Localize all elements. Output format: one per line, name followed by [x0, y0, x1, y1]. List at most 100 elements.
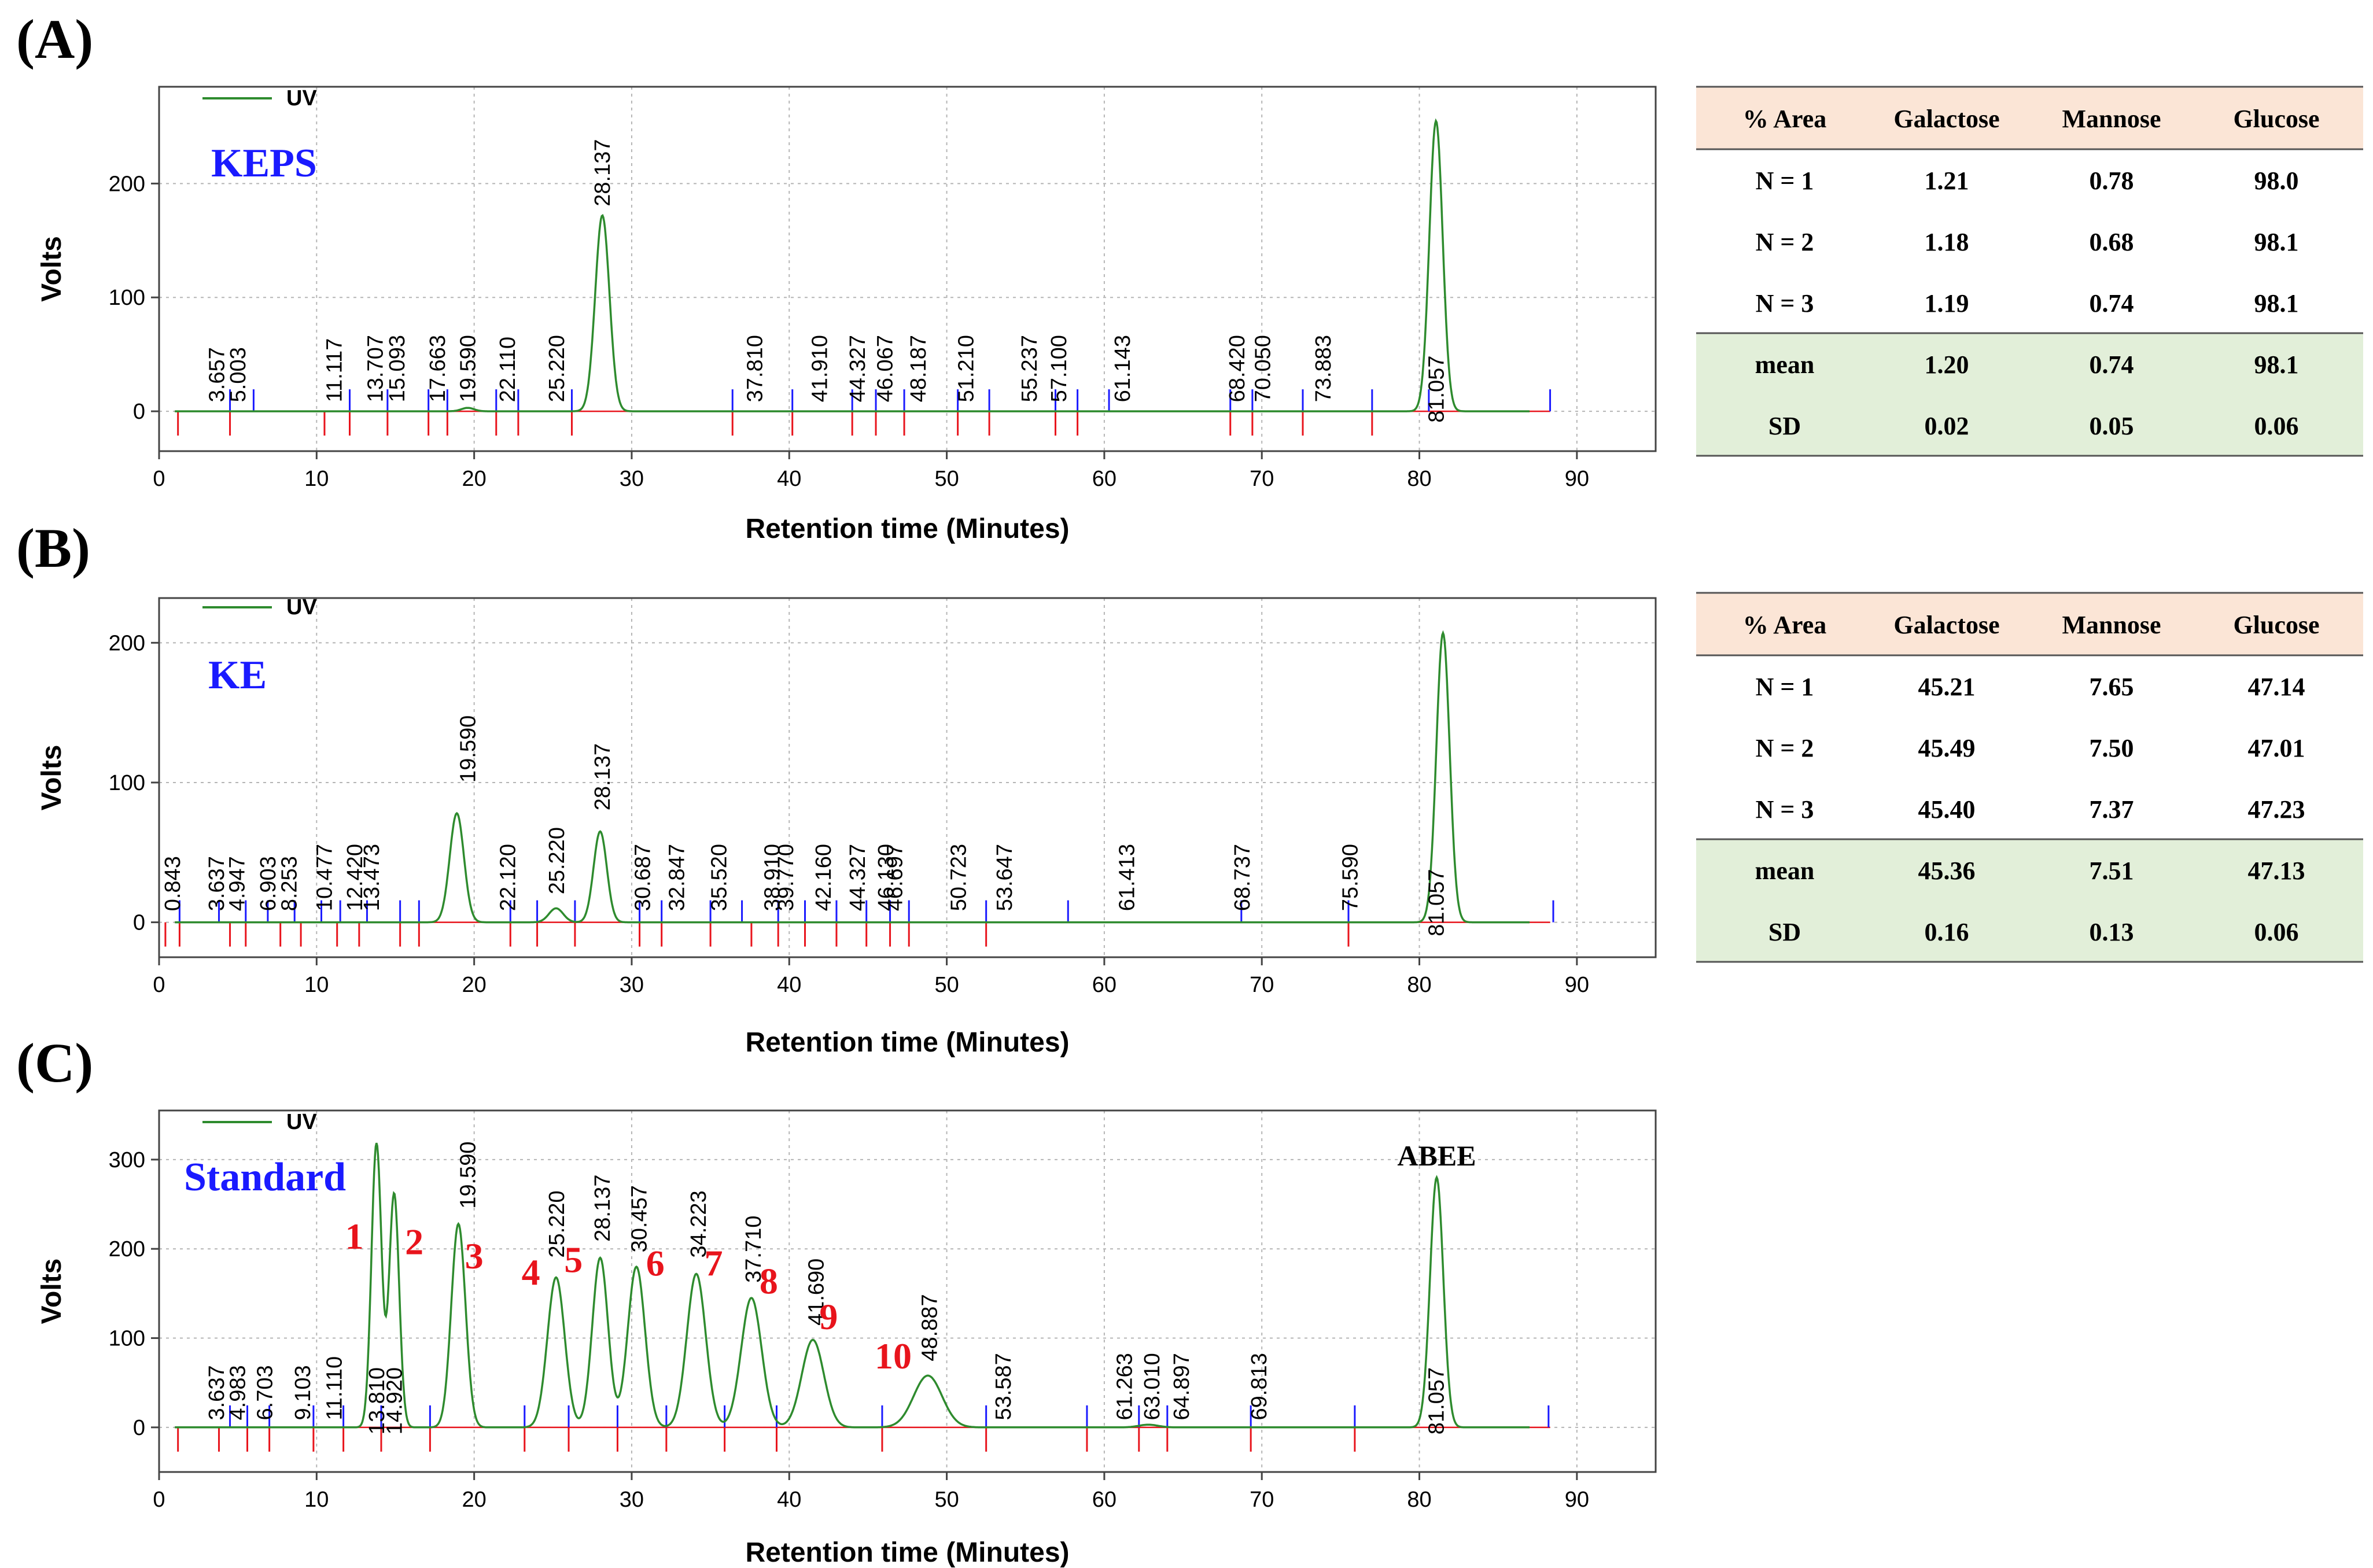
peak-label: 22.110 [496, 337, 520, 402]
table-cell: N = 3 [1756, 289, 1814, 318]
x-axis-title: Retention time (Minutes) [746, 514, 1070, 544]
peak-label: 61.263 [1112, 1353, 1137, 1420]
sample-label: KE [208, 653, 267, 698]
plot-frame [158, 1109, 1657, 1473]
sample-label: KEPS [211, 141, 317, 186]
peak-label: 44.327 [846, 844, 870, 911]
y-axis-title: Volts [36, 1259, 67, 1325]
x-tick-label: 50 [934, 467, 959, 491]
panel-label: (B) [16, 517, 90, 579]
table-cell: 0.68 [2090, 228, 2134, 256]
peak-label: 51.210 [955, 335, 979, 402]
table-cell: 45.21 [1918, 673, 1976, 701]
peak-label: 38.910 [761, 844, 785, 911]
peak-label: 44.327 [846, 335, 870, 402]
y-tick-label: 0 [133, 911, 145, 935]
peak-label: 75.590 [1338, 844, 1362, 911]
table-cell: 0.78 [2090, 167, 2134, 195]
table-stat-cell: mean [1755, 857, 1815, 885]
peak-label: 28.137 [591, 139, 615, 206]
table-cell: 45.40 [1918, 795, 1976, 824]
legend-label: UV [286, 86, 317, 110]
table-header-cell: % Area [1743, 611, 1827, 639]
plot-frame [158, 597, 1657, 958]
table-1: % Area Galactose Mannose Glucose N = 1 45.21 7… [1696, 592, 2363, 963]
x-axis-title: Retention time (Minutes) [746, 1537, 1070, 1568]
peak-label: 81.057 [1424, 1367, 1449, 1434]
peak-label: 30.457 [627, 1185, 651, 1252]
x-tick-label: 0 [153, 1488, 165, 1512]
x-tick-label: 60 [1092, 467, 1117, 491]
peak-label: 13.810 [365, 1367, 389, 1434]
table-stat-cell: 7.51 [2090, 857, 2134, 885]
peak-label: 81.057 [1424, 356, 1449, 423]
peak-label: 0.843 [161, 856, 185, 911]
peak-label: 30.687 [631, 844, 655, 911]
x-tick-label: 90 [1565, 1488, 1589, 1512]
table-cell: 0.74 [2090, 289, 2134, 318]
table-header-cell: Galactose [1893, 105, 1999, 133]
table-stat-cell: 1.20 [1925, 351, 1969, 379]
x-tick-label: 20 [462, 1488, 486, 1512]
peak-label: 25.220 [545, 335, 569, 402]
uv-trace [175, 118, 1530, 412]
legend-label: UV [286, 595, 317, 619]
table-stat-cell: 0.74 [2090, 351, 2134, 379]
y-axis-title: Volts [36, 745, 67, 811]
panel-label: (A) [16, 8, 93, 70]
table-header-cell: Glucose [2233, 611, 2319, 639]
peak-label: 3.637 [205, 856, 229, 911]
table-cell: 98.0 [2254, 167, 2299, 195]
peak-label: 48.187 [907, 335, 931, 402]
peak-label: 50.723 [946, 844, 971, 911]
y-tick-label: 300 [109, 1148, 145, 1172]
table-stat-cell: 0.05 [2090, 412, 2134, 440]
table-stat-cell: 0.06 [2254, 412, 2299, 440]
table-cell: 7.65 [2090, 673, 2134, 701]
table-0: % Area Galactose Mannose Glucose N = 1 1.21 0.… [1696, 86, 2363, 457]
table-cell: 1.18 [1925, 228, 1969, 256]
table-header-cell: Galactose [1893, 611, 1999, 639]
peak-label: 11.117 [323, 338, 347, 403]
peak-label: 22.120 [496, 844, 520, 911]
x-tick-label: 40 [777, 1488, 801, 1512]
table-stat-cell: 98.1 [2254, 351, 2299, 379]
table-stats-bg [1696, 333, 2363, 456]
peak-number: 10 [875, 1335, 912, 1377]
peak-label: 35.520 [707, 844, 731, 911]
table-stat-cell: 0.16 [1925, 918, 1969, 946]
peak-number: 4 [522, 1252, 540, 1293]
peak-label: 68.737 [1230, 844, 1255, 911]
x-tick-label: 60 [1092, 1488, 1117, 1512]
table-cell: N = 1 [1756, 167, 1814, 195]
table-cell: 47.14 [2248, 673, 2305, 701]
table-stat-cell: 0.02 [1925, 412, 1969, 440]
x-tick-label: 40 [777, 973, 801, 997]
y-tick-label: 200 [109, 172, 145, 196]
plot-frame [158, 86, 1657, 452]
peak-label: 3.657 [205, 347, 230, 402]
uv-trace [175, 1142, 1530, 1429]
peak-label: 63.010 [1140, 1353, 1165, 1420]
peak-label: 6.703 [253, 1365, 278, 1420]
table-cell: 1.19 [1925, 289, 1969, 318]
peak-label: 46.130 [874, 844, 898, 911]
peak-label: 61.413 [1115, 844, 1139, 911]
peak-label: 41.910 [808, 335, 832, 402]
table-stat-cell: 47.13 [2248, 857, 2305, 885]
peak-label: 3.637 [205, 1365, 229, 1420]
x-tick-label: 90 [1565, 973, 1589, 997]
table-header-cell: Glucose [2233, 105, 2319, 133]
x-tick-label: 50 [934, 973, 959, 997]
peak-label: 57.100 [1047, 335, 1071, 402]
peak-label: 13.473 [360, 844, 384, 911]
x-tick-label: 10 [304, 973, 329, 997]
peak-label: 73.883 [1311, 335, 1336, 402]
table-cell: 47.01 [2248, 734, 2305, 762]
chart-panel-0: (A) 0 10 20 30 40 50 60 70 80 90 0 100 200 Retention t… [16, 8, 1657, 544]
peak-label: 41.690 [804, 1259, 828, 1326]
x-tick-label: 80 [1407, 467, 1431, 491]
table-header-cell: Mannose [2062, 105, 2161, 133]
peak-label: 39.770 [774, 844, 798, 911]
table-cell: N = 1 [1756, 673, 1814, 701]
